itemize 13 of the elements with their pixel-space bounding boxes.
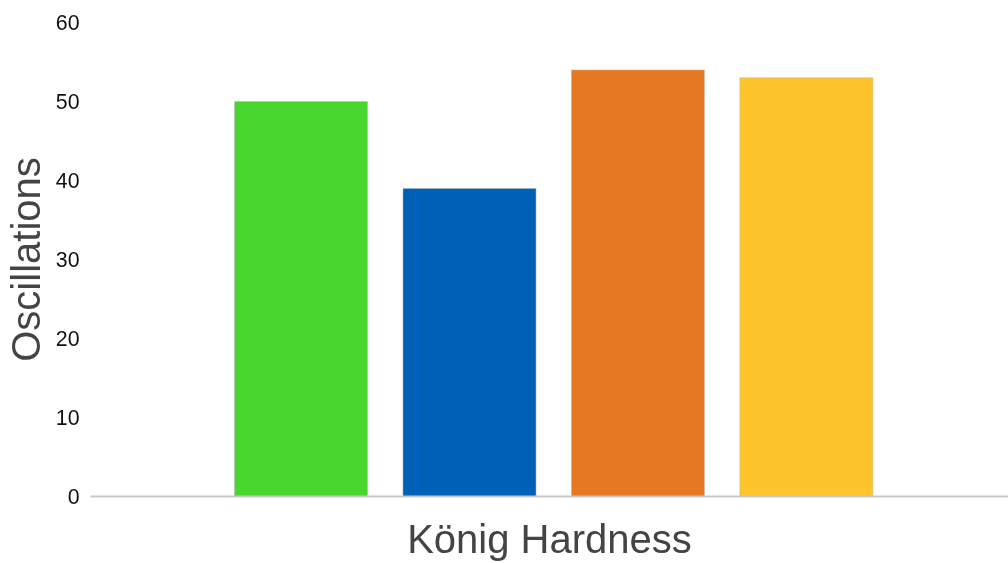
bar	[739, 77, 874, 497]
bar	[571, 69, 705, 497]
y-tick-label: 40	[55, 169, 80, 193]
y-tick-label: 50	[55, 90, 80, 114]
bar	[402, 188, 537, 497]
y-tick-label: 20	[55, 327, 80, 351]
bar	[234, 101, 368, 497]
y-tick-label: 60	[55, 11, 80, 35]
y-axis-title: Oscillations	[3, 157, 48, 362]
y-tick-label: 30	[55, 248, 80, 272]
y-tick-label: 10	[55, 406, 80, 430]
x-axis-title: König Hardness	[407, 516, 692, 561]
y-tick-label: 0	[67, 485, 80, 509]
